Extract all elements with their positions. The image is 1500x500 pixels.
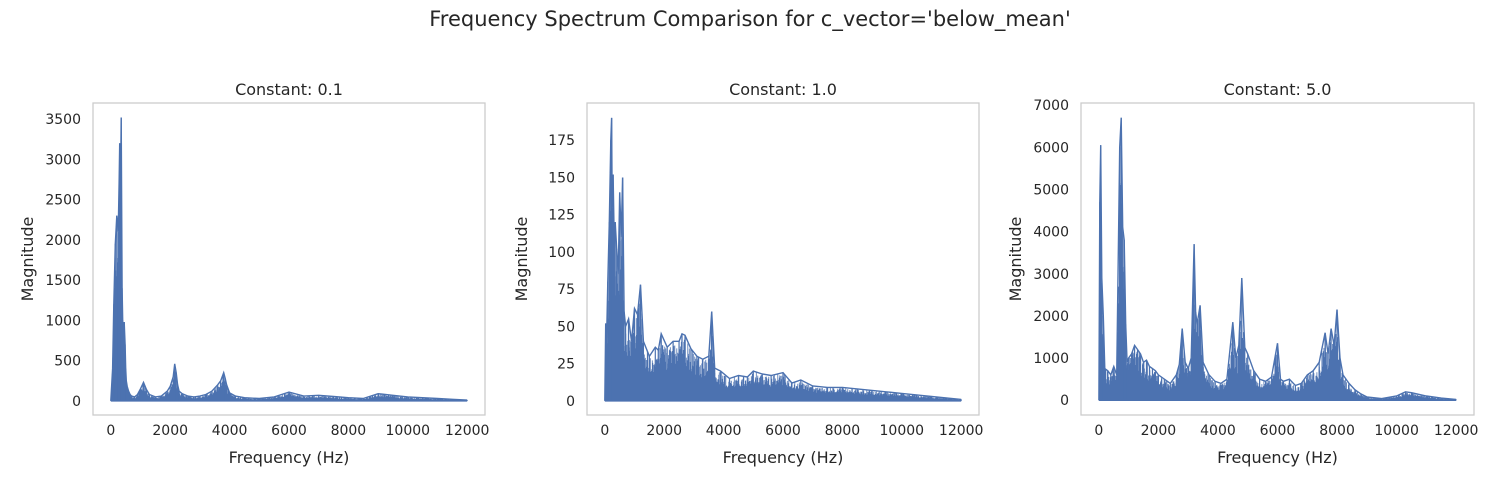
y-tick-label: 3000 bbox=[45, 152, 81, 168]
y-tick-label: 3000 bbox=[1033, 267, 1069, 283]
x-tick-label: 4000 bbox=[212, 423, 248, 439]
y-axis-label: Magnitude bbox=[512, 217, 531, 302]
chart-panel-1: Constant: 0.10 2000 4000 6000 8000 10000 12000… bbox=[18, 80, 489, 467]
panel-title: Constant: 0.1 bbox=[235, 80, 343, 99]
x-axis-label: Frequency (Hz) bbox=[229, 448, 350, 467]
series-line bbox=[110, 117, 468, 402]
figure-title: Frequency Spectrum Comparison for c_vect… bbox=[429, 7, 1071, 32]
y-axis-label: Magnitude bbox=[18, 217, 37, 302]
y-tick-label: 1500 bbox=[45, 273, 81, 289]
panels: Constant: 0.10 2000 4000 6000 8000 10000 12000… bbox=[18, 80, 1478, 467]
x-tick-label: 12000 bbox=[939, 423, 984, 439]
panel-title: Constant: 5.0 bbox=[1224, 80, 1332, 99]
y-tick-label: 1000 bbox=[45, 313, 81, 329]
x-tick-label: 0 bbox=[106, 423, 115, 439]
chart-panel-3: Constant: 5.00 2000 4000 6000 8000 10000 12000… bbox=[1006, 80, 1478, 467]
x-axis-label: Frequency (Hz) bbox=[723, 448, 844, 467]
x-tick-label: 2000 bbox=[646, 423, 682, 439]
y-tick-label: 4000 bbox=[1033, 225, 1069, 241]
x-tick-label: 2000 bbox=[1141, 423, 1177, 439]
y-tick-label: 75 bbox=[557, 282, 575, 298]
y-tick-label: 2000 bbox=[45, 233, 81, 249]
y-tick-label: 0 bbox=[1060, 393, 1069, 409]
plot-frame bbox=[586, 102, 980, 416]
y-tick-label: 150 bbox=[548, 170, 575, 186]
y-tick-label: 125 bbox=[548, 208, 575, 224]
x-tick-label: 8000 bbox=[1319, 423, 1355, 439]
x-tick-label: 6000 bbox=[271, 423, 307, 439]
y-tick-label: 3500 bbox=[45, 112, 81, 128]
y-tick-label: 500 bbox=[54, 354, 81, 370]
y-tick-label: 1000 bbox=[1033, 351, 1069, 367]
x-tick-label: 6000 bbox=[765, 423, 801, 439]
x-tick-label: 0 bbox=[1094, 423, 1103, 439]
plot-frame bbox=[92, 102, 486, 416]
x-tick-label: 12000 bbox=[1434, 423, 1479, 439]
chart-panel-2: Constant: 1.0 0 2000 4000 6000 8000 10000 12000… bbox=[512, 80, 983, 467]
x-tick-label: 6000 bbox=[1260, 423, 1296, 439]
y-tick-label: 7000 bbox=[1033, 98, 1069, 114]
y-tick-label: 50 bbox=[557, 319, 575, 335]
y-tick-label: 0 bbox=[72, 394, 81, 410]
x-tick-label: 0 bbox=[600, 423, 609, 439]
x-tick-label: 2000 bbox=[152, 423, 188, 439]
x-tick-label: 8000 bbox=[331, 423, 367, 439]
y-axis-label: Magnitude bbox=[1006, 217, 1025, 302]
y-tick-label: 2000 bbox=[1033, 309, 1069, 325]
x-tick-label: 4000 bbox=[1200, 423, 1236, 439]
series-envelope bbox=[110, 117, 468, 401]
series-line bbox=[1098, 117, 1457, 401]
x-tick-label: 10000 bbox=[880, 423, 925, 439]
y-tick-label: 25 bbox=[557, 357, 575, 373]
y-tick-label: 2500 bbox=[45, 193, 81, 209]
x-tick-label: 10000 bbox=[1374, 423, 1419, 439]
x-tick-label: 10000 bbox=[386, 423, 431, 439]
panel-title: Constant: 1.0 bbox=[729, 80, 837, 99]
y-tick-label: 6000 bbox=[1033, 140, 1069, 156]
y-tick-label: 175 bbox=[548, 133, 575, 149]
y-tick-label: 100 bbox=[548, 245, 575, 261]
y-tick-label: 0 bbox=[566, 394, 575, 410]
x-axis-label: Frequency (Hz) bbox=[1217, 448, 1338, 467]
plot-frame bbox=[1080, 102, 1475, 416]
x-tick-label: 4000 bbox=[706, 423, 742, 439]
series-line bbox=[604, 117, 962, 402]
x-tick-label: 8000 bbox=[825, 423, 861, 439]
series-fill-strokes bbox=[110, 193, 468, 401]
x-tick-label: 12000 bbox=[445, 423, 490, 439]
y-tick-label: 5000 bbox=[1033, 182, 1069, 198]
